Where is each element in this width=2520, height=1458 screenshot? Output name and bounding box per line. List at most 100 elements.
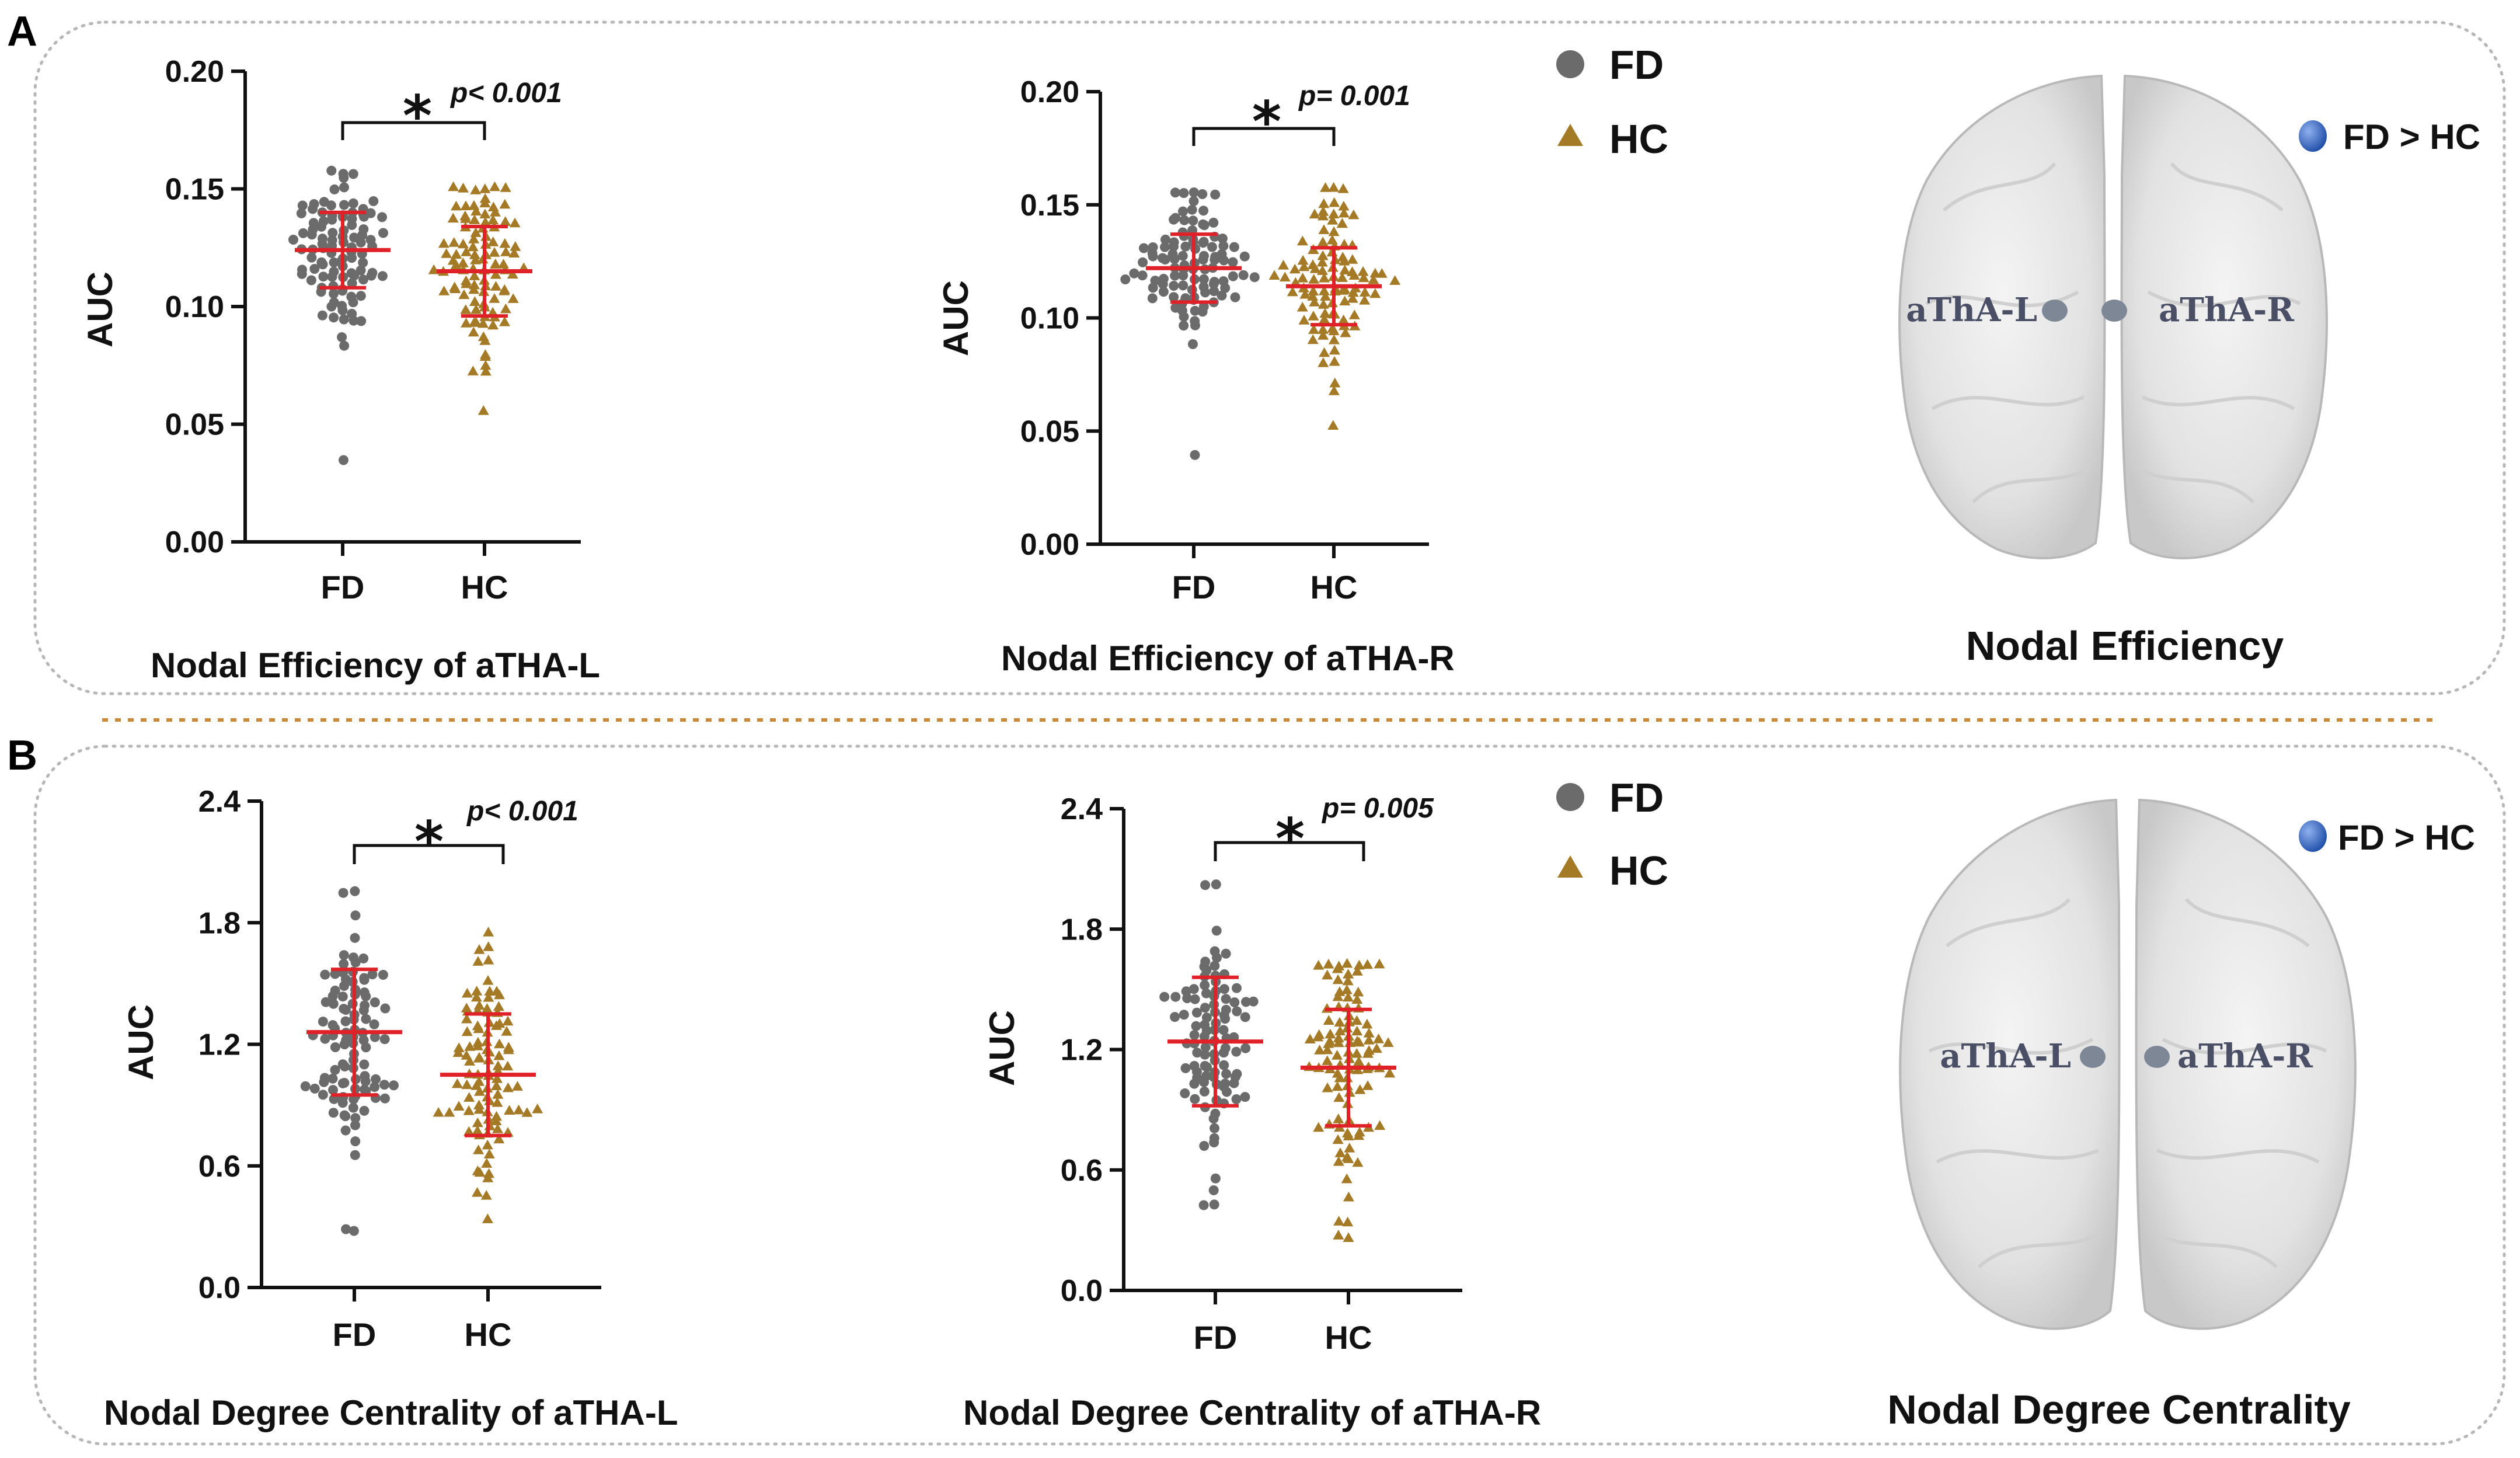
data-point-hc (1318, 198, 1330, 208)
data-point-hc (1304, 1034, 1316, 1043)
data-point-fd (1229, 242, 1239, 252)
data-point-fd (329, 288, 339, 299)
data-point-hc (451, 200, 462, 211)
data-point-fd (1200, 880, 1211, 890)
y-tick-label: 0.15 (1020, 189, 1079, 222)
chart-title: Nodal Efficiency of aTHA-R (1001, 639, 1455, 678)
data-point-hc (441, 248, 452, 258)
data-point-fd (339, 959, 349, 969)
data-point-hc (1353, 959, 1365, 970)
data-point-fd (298, 228, 308, 238)
data-point-hc (487, 214, 499, 225)
data-point-fd (356, 316, 367, 326)
data-point-hc (1317, 250, 1329, 260)
data-point-hc (507, 269, 518, 279)
data-point-fd (328, 1108, 339, 1118)
data-point-hc (469, 296, 480, 306)
data-point-hc (479, 208, 491, 218)
data-point-hc (480, 360, 492, 370)
data-point-fd (359, 1059, 370, 1070)
data-point-fd (1188, 215, 1198, 226)
data-point-fd (1220, 283, 1231, 293)
data-point-hc (1353, 1130, 1365, 1140)
data-point-fd (320, 997, 331, 1007)
data-point-fd (1228, 271, 1238, 281)
data-point-fd (360, 1071, 370, 1081)
data-point-hc (1314, 1045, 1326, 1055)
data-point-hc (449, 281, 461, 292)
data-point-hc (1352, 1157, 1364, 1167)
data-point-hc (481, 1003, 493, 1013)
data-point-fd (1160, 242, 1170, 252)
data-point-fd (1209, 286, 1219, 297)
data-point-hc (459, 210, 471, 221)
data-point-fd (1222, 1087, 1232, 1097)
data-point-fd (318, 1017, 328, 1027)
y-tick-label: 0.15 (165, 173, 224, 207)
data-point-fd (1170, 302, 1181, 313)
data-point-hc (489, 207, 501, 217)
data-point-hc (468, 234, 480, 243)
data-point-hc (1341, 984, 1353, 994)
legend-hc-label: HC (1609, 116, 1668, 162)
data-point-hc (1351, 994, 1363, 1004)
data-point-fd (1190, 994, 1200, 1004)
data-point-hc (1368, 274, 1379, 284)
node-athal (2080, 1046, 2106, 1068)
data-point-hc (499, 285, 510, 295)
data-point-hc (477, 405, 489, 415)
data-point-hc (480, 1190, 492, 1200)
data-point-fd (1170, 1012, 1180, 1022)
significance-bracket (353, 844, 505, 864)
chart-axes: 0.0 0.6 1.2 1.8 2.4 (198, 785, 601, 1305)
data-point-fd (1179, 1010, 1189, 1020)
data-point-fd (339, 314, 349, 325)
legend-fd-label: FD (1609, 775, 1664, 820)
category-label-hc: HC (465, 1316, 512, 1353)
region-label-right: aThA-R (2159, 291, 2294, 329)
data-point-hc (492, 1073, 503, 1083)
data-point-hc (1308, 324, 1320, 334)
data-point-fd (329, 184, 340, 194)
data-point-hc (473, 1144, 485, 1154)
data-point-fd (1191, 1021, 1201, 1031)
data-point-hc (482, 1213, 493, 1223)
data-point-hc (474, 1086, 485, 1096)
data-point-hc (1298, 315, 1310, 325)
data-point-hc (487, 201, 499, 211)
data-point-hc (503, 1042, 514, 1052)
data-point-fd (1179, 215, 1190, 225)
data-point-hc (487, 236, 499, 246)
data-point-hc (500, 246, 512, 256)
data-point-fd (350, 1136, 361, 1147)
data-point-hc (487, 319, 499, 330)
data-point-hc (1326, 234, 1338, 245)
data-point-hc (1341, 1151, 1353, 1161)
data-point-hc (508, 248, 520, 258)
data-point-fd (309, 199, 319, 209)
data-point-hc (500, 216, 511, 226)
region-label-right: aThA-R (2177, 1037, 2313, 1076)
data-point-fd (1200, 1042, 1211, 1052)
data-point-fd (341, 1224, 351, 1234)
data-point-hc (500, 182, 511, 192)
data-point-fd (340, 1016, 351, 1026)
data-point-hc (470, 185, 482, 194)
chart-points (288, 165, 529, 465)
data-point-fd (1191, 1007, 1202, 1018)
data-point-fd (1200, 1061, 1210, 1071)
data-point-fd (337, 332, 347, 342)
data-point-fd (1187, 204, 1197, 215)
data-point-fd (1220, 1078, 1231, 1089)
data-point-hc (1358, 272, 1369, 283)
data-point-hc (1320, 291, 1331, 301)
data-point-hc (1318, 285, 1330, 295)
data-point-hc (473, 1053, 485, 1063)
data-point-fd (308, 224, 318, 235)
data-point-fd (1240, 1092, 1250, 1102)
data-point-hc (473, 1099, 485, 1109)
data-point-fd (330, 986, 340, 996)
data-point-hc (1332, 1050, 1343, 1060)
chart-axes: 0.00 0.05 0.10 0.15 0.20 (1020, 75, 1429, 562)
data-point-fd (1248, 996, 1259, 1007)
